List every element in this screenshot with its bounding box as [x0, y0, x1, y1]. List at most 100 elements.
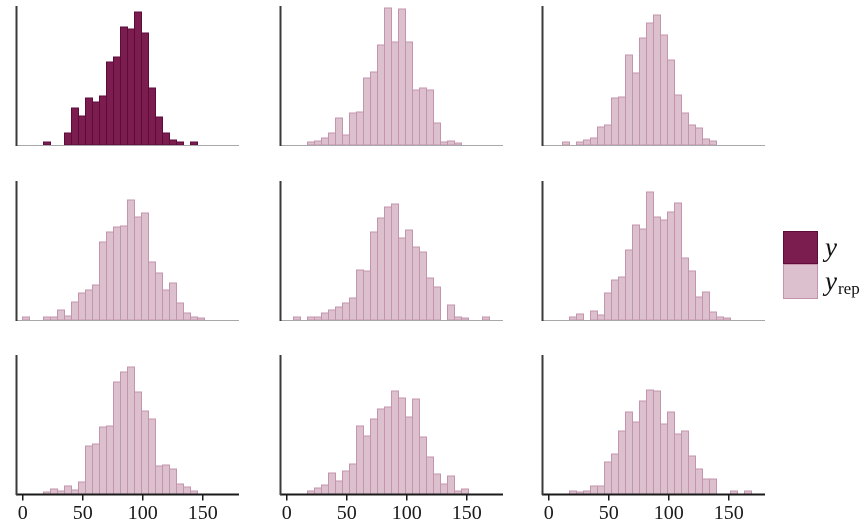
x-tick-label: 0 — [18, 502, 28, 524]
histogram-bar — [106, 425, 115, 495]
histogram-bar — [482, 316, 491, 321]
histogram-bar — [85, 445, 94, 495]
x-tick-label: 0 — [282, 502, 292, 524]
histogram-bar — [335, 480, 344, 495]
histogram-bar — [162, 132, 171, 146]
histogram-bar — [155, 272, 164, 321]
histogram-bar — [342, 302, 351, 321]
histogram-bar — [646, 389, 655, 495]
histogram-bar — [412, 246, 421, 321]
histogram-yrep-7: 0 50 100 150 — [279, 355, 503, 524]
histogram-bar — [611, 279, 620, 321]
histogram-bar — [141, 410, 150, 495]
histogram-bar — [412, 398, 421, 495]
histogram-bar — [321, 484, 330, 495]
histogram-bar — [611, 97, 620, 146]
histogram-bar — [639, 37, 648, 146]
histogram-bar — [293, 316, 302, 321]
histogram-bar — [328, 132, 337, 146]
histogram-bar — [632, 224, 641, 321]
histogram-bar — [667, 59, 676, 146]
histogram-bar — [377, 44, 386, 146]
histogram-bar — [85, 97, 94, 146]
histogram-bar — [412, 89, 421, 146]
histogram-bar — [625, 249, 634, 321]
histogram-bar — [99, 95, 108, 146]
bars — [569, 389, 753, 495]
histogram-bar — [127, 28, 136, 146]
histogram-bar — [155, 465, 164, 495]
histogram-bar — [64, 485, 73, 495]
histogram-bar — [405, 416, 414, 495]
legend-item-y: y — [783, 231, 860, 264]
histogram-bar — [391, 390, 400, 495]
histogram-bar — [639, 400, 648, 495]
histogram-bar — [688, 124, 697, 146]
histogram-bar — [384, 406, 393, 495]
x-tick-label: 100 — [392, 502, 422, 524]
x-tick-label: 100 — [654, 502, 684, 524]
histogram-bar — [57, 309, 66, 321]
histogram-bar — [716, 316, 725, 321]
histogram-bar — [314, 316, 323, 321]
legend-label-yrep: yrep — [825, 266, 860, 298]
histogram-bar — [356, 111, 365, 146]
histogram-bar — [590, 137, 599, 146]
histogram-yrep-1 — [279, 6, 503, 147]
legend-swatch-y — [783, 231, 818, 264]
histogram-bar — [674, 433, 683, 495]
histogram-bar — [639, 228, 648, 321]
histogram-bar — [356, 269, 365, 321]
histogram-bar — [71, 301, 80, 321]
histogram-bar — [321, 312, 330, 321]
histogram-bar — [148, 261, 157, 321]
histogram-yrep-6: 0 50 100 150 — [15, 355, 239, 524]
histogram-bar — [447, 304, 456, 321]
histogram-bar — [370, 418, 379, 495]
histogram-bar — [106, 61, 115, 146]
histogram-bar — [120, 225, 129, 321]
histogram-bar — [120, 371, 129, 495]
histogram-bar — [307, 141, 316, 146]
histogram-bar — [307, 316, 316, 321]
histogram-bar — [576, 141, 585, 146]
histogram-bar — [419, 251, 428, 321]
histogram-bar — [709, 478, 718, 495]
histogram-bar — [695, 468, 704, 495]
histogram-bar — [377, 217, 386, 321]
histogram-bar — [363, 435, 372, 495]
histogram-bar — [78, 292, 87, 321]
x-tick-label: 50 — [599, 502, 619, 524]
histogram-bar — [176, 483, 185, 495]
histogram-bar — [447, 140, 456, 146]
histogram-bar — [702, 291, 711, 321]
histogram-bar — [660, 219, 669, 321]
histogram-bar — [50, 316, 59, 321]
histogram-bar — [314, 140, 323, 146]
histogram-bar — [43, 316, 52, 321]
histogram-bar — [176, 302, 185, 321]
histogram-bar — [120, 26, 129, 146]
histogram-bar — [667, 411, 676, 495]
histogram-bar — [134, 391, 143, 495]
legend-label-yrep-subscript: rep — [837, 279, 860, 298]
histogram-bar — [50, 488, 59, 495]
histogram-bar — [681, 257, 690, 321]
histogram-bar — [618, 96, 627, 146]
histogram-bar — [155, 116, 164, 146]
histogram-yrep-8: 0 50 100 150 — [541, 355, 765, 524]
histogram-bar — [604, 292, 613, 321]
histogram-bar — [183, 486, 192, 495]
histogram-bar — [335, 117, 344, 146]
histogram-bar — [660, 34, 669, 146]
histogram-bar — [370, 71, 379, 146]
histogram-bar — [356, 425, 365, 495]
histogram-bar — [597, 126, 606, 146]
histogram-bar — [433, 473, 442, 495]
histogram-bar — [590, 485, 599, 495]
bars — [307, 7, 463, 146]
histogram-bar — [632, 72, 641, 146]
bars — [569, 191, 732, 321]
histogram-bar — [127, 366, 136, 495]
histogram-bar — [342, 470, 351, 495]
